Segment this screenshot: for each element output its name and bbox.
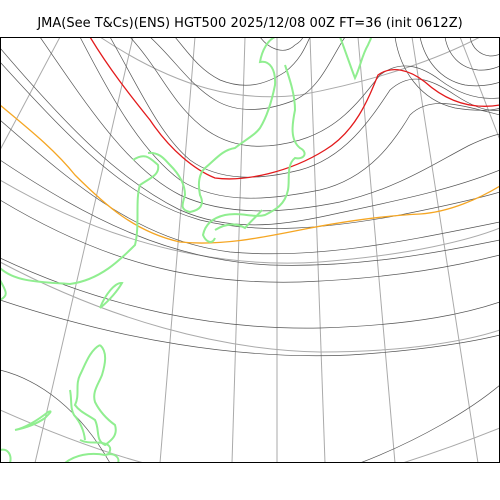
height-contour-line <box>0 159 500 266</box>
coastline-path <box>201 64 306 243</box>
meridian-line <box>357 37 396 463</box>
highlight-contour-red <box>89 37 500 180</box>
height-contours <box>0 37 500 463</box>
coastline-path <box>69 389 86 441</box>
meridian-line <box>309 37 326 463</box>
highlight-contour-orange <box>0 104 500 244</box>
height-contour-line <box>444 37 500 71</box>
height-contour-line <box>109 37 500 178</box>
coastline-path <box>147 37 277 214</box>
map-title: JMA(See T&Cs)(ENS) HGT500 2025/12/08 00Z… <box>37 16 463 31</box>
parallel-line <box>0 409 147 463</box>
height-contour-line <box>79 37 500 199</box>
coastline-path <box>73 344 117 447</box>
meridian-line <box>231 37 246 463</box>
coastline-path <box>99 282 124 309</box>
height-contour-line <box>0 119 500 255</box>
coastline-path <box>14 410 52 431</box>
coastline-path <box>0 448 12 463</box>
height-contour-line <box>174 37 311 86</box>
parallel-line <box>0 261 500 353</box>
graticule <box>0 37 500 463</box>
meridian-line <box>159 37 196 463</box>
coastline-path <box>0 155 160 286</box>
height-contour-line <box>359 384 500 463</box>
parallel-line <box>0 179 500 264</box>
meridian-line <box>34 37 134 463</box>
height-contour-line <box>469 37 500 57</box>
coastline-path <box>214 209 263 231</box>
parallel-line <box>400 427 500 463</box>
height-contour-line <box>259 37 304 51</box>
height-contour-line <box>0 47 500 226</box>
height-contour-line <box>149 37 346 110</box>
height-contour-line <box>0 199 500 283</box>
meridian-line <box>411 37 479 463</box>
height-contour-line <box>39 37 500 212</box>
height-contour-line <box>419 37 500 87</box>
height-contour-line <box>0 257 500 329</box>
height-contour-line <box>0 299 500 357</box>
meridian-line <box>459 37 500 141</box>
meridian-line <box>0 37 61 151</box>
height-contour-line <box>0 61 500 229</box>
coastline-path <box>339 37 372 81</box>
height-contour-line <box>0 369 111 463</box>
coastline <box>0 37 372 463</box>
parallel-line <box>99 37 481 98</box>
coastline-path <box>0 279 7 301</box>
height-contour-line <box>129 37 500 147</box>
map-frame <box>0 37 500 463</box>
coastline-path <box>64 452 120 463</box>
coastline-path <box>79 439 112 456</box>
height-contour-line <box>394 37 500 111</box>
